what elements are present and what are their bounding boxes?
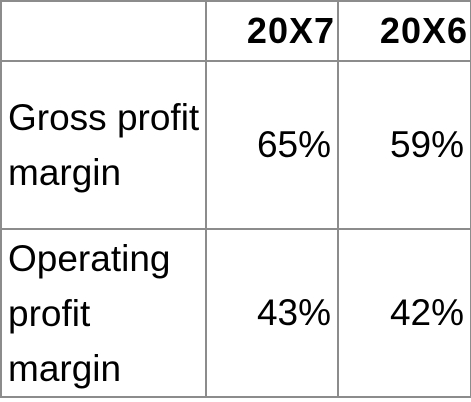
row-label: Gross profit margin <box>0 60 207 230</box>
value-cell: 43% <box>205 228 339 398</box>
table-row: Gross profit margin 65% 59% <box>0 60 471 230</box>
value-cell: 42% <box>337 228 471 398</box>
header-row: 20X7 20X6 <box>0 0 471 62</box>
corner-cell <box>0 0 207 62</box>
table-body: Gross profit margin 65% 59% Operating profi… <box>0 60 471 398</box>
value-cell: 59% <box>337 60 471 230</box>
column-header: 20X6 <box>337 0 471 62</box>
table-row: Operating profit margin 43% 42% <box>0 228 471 398</box>
row-label: Operating profit margin <box>0 228 207 398</box>
value-cell: 65% <box>205 60 339 230</box>
column-header: 20X7 <box>205 0 339 62</box>
